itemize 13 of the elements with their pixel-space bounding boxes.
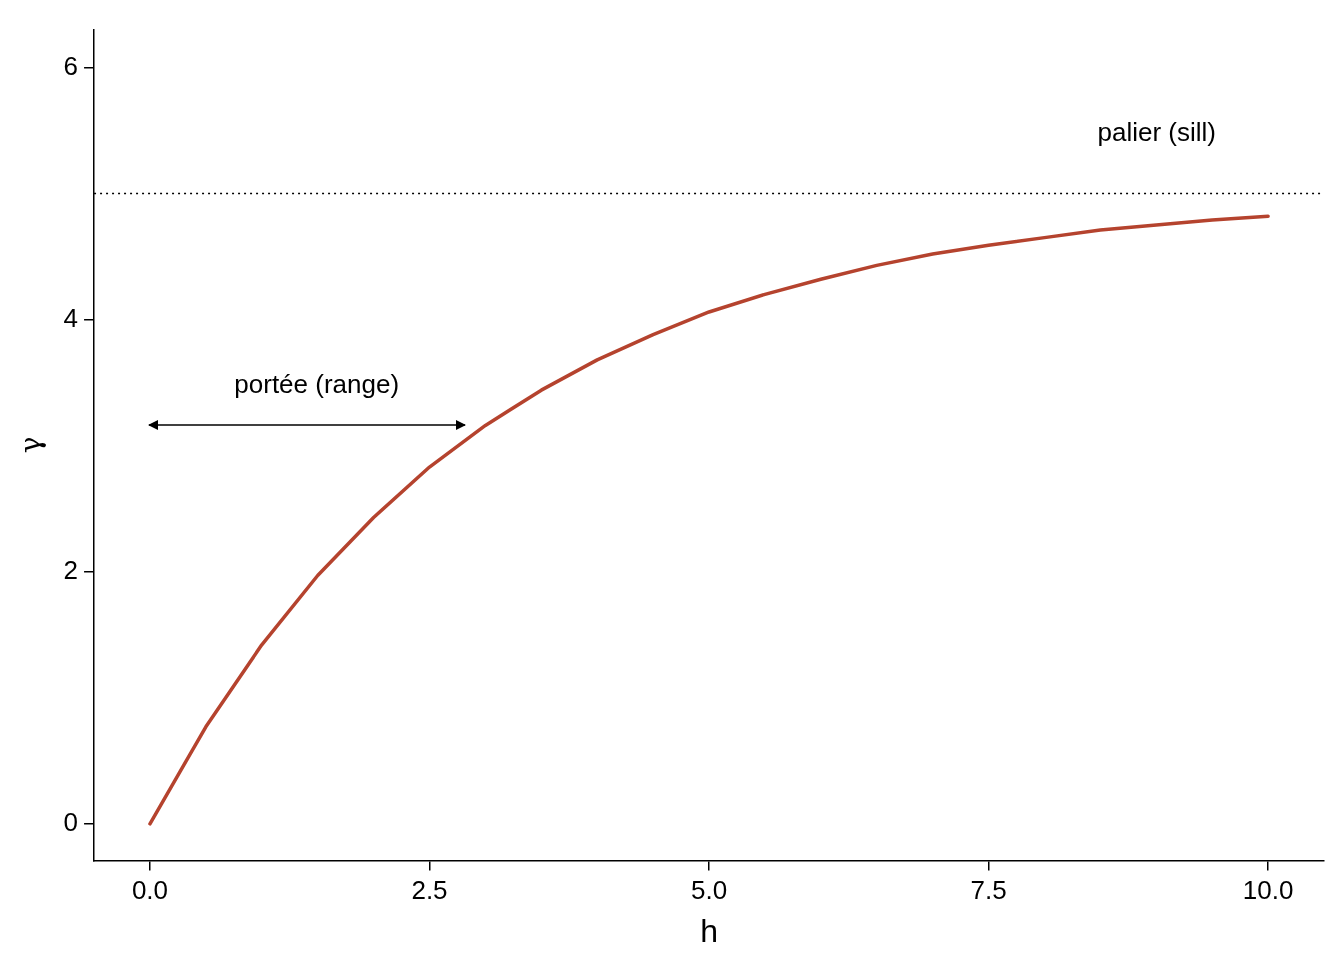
x-tick-label: 0.0: [131, 875, 169, 906]
x-axis-title: h: [700, 912, 718, 949]
y-tick-label: 0: [63, 807, 79, 838]
x-tick-label: 2.5: [411, 875, 448, 906]
y-tick-label: 6: [63, 50, 79, 81]
y-tick-label: 4: [63, 302, 79, 333]
x-tick-label: 7.5: [970, 875, 1007, 906]
y-tick-label: 2: [63, 554, 79, 585]
x-tick-label: 5.0: [690, 875, 728, 906]
annotation: portée (range): [234, 369, 400, 400]
annotation: palier (sill): [1097, 116, 1216, 147]
x-tick-label: 10.0: [1242, 875, 1294, 906]
y-axis-title: γ: [14, 436, 48, 454]
